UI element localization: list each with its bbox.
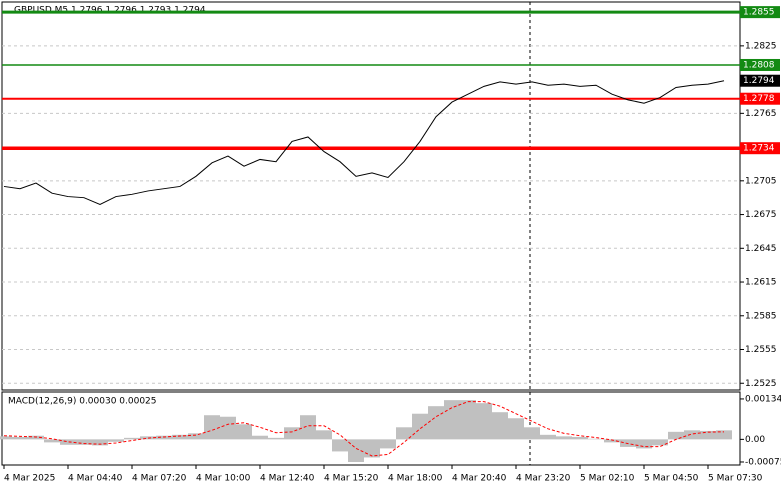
y-tick-label: 1.2765 bbox=[745, 109, 777, 119]
macd-bar bbox=[268, 437, 284, 440]
macd-bar bbox=[60, 439, 76, 445]
macd-bar bbox=[44, 439, 60, 443]
macd-bar bbox=[380, 439, 396, 449]
macd-bar bbox=[684, 430, 700, 440]
macd-bar bbox=[172, 434, 188, 440]
macd-bar bbox=[540, 434, 556, 440]
y-tick-label: 1.2675 bbox=[745, 210, 777, 220]
macd-bar bbox=[460, 400, 476, 440]
macd-bar bbox=[300, 415, 316, 440]
macd-bar bbox=[236, 424, 252, 440]
level-tag bbox=[740, 6, 780, 19]
macd-bar bbox=[108, 439, 124, 442]
macd-bar bbox=[604, 439, 620, 443]
y-tick-label: 1.2645 bbox=[745, 244, 777, 254]
y-tick-label: -0.00075 bbox=[745, 457, 781, 467]
x-tick-label: 4 Mar 20:40 bbox=[452, 474, 507, 484]
macd-bar bbox=[156, 435, 172, 440]
price-line bbox=[3, 80, 725, 205]
macd-bar bbox=[76, 439, 92, 445]
y-tick-label: 0.00134 bbox=[745, 394, 781, 404]
x-tick-label: 5 Mar 04:50 bbox=[644, 474, 699, 484]
macd-bar bbox=[316, 430, 332, 440]
y-tick-label: 1.2615 bbox=[745, 278, 777, 288]
macd-bar bbox=[716, 430, 732, 440]
x-tick-label: 4 Mar 12:40 bbox=[260, 474, 315, 484]
macd-bar bbox=[348, 439, 364, 462]
x-tick-label: 4 Mar 15:20 bbox=[324, 474, 379, 484]
macd-bar bbox=[412, 413, 428, 440]
macd-bar bbox=[636, 439, 652, 449]
x-tick-label: 4 Mar 2025 bbox=[4, 474, 55, 484]
y-tick-label: 1.2825 bbox=[745, 41, 777, 51]
level-label: 1.2808 bbox=[743, 60, 775, 70]
x-tick-label: 4 Mar 23:20 bbox=[516, 474, 571, 484]
last-price-tag bbox=[740, 74, 780, 87]
level-label: 1.2778 bbox=[743, 94, 775, 104]
macd-bar bbox=[364, 439, 380, 458]
x-tick-label: 5 Mar 07:30 bbox=[708, 474, 763, 484]
macd-bar bbox=[124, 437, 140, 440]
y-tick-label: 1.2555 bbox=[745, 345, 777, 355]
macd-bar bbox=[572, 436, 588, 440]
macd-bar bbox=[428, 406, 444, 440]
macd-bar bbox=[556, 436, 572, 440]
macd-bar bbox=[668, 431, 684, 440]
x-tick-label: 4 Mar 07:20 bbox=[132, 474, 187, 484]
x-tick-label: 4 Mar 04:40 bbox=[68, 474, 123, 484]
y-tick-label: 1.2585 bbox=[745, 311, 777, 321]
macd-bar bbox=[92, 439, 108, 446]
macd-bar bbox=[188, 433, 204, 440]
level-tag bbox=[740, 92, 780, 105]
y-tick-label: 1.2705 bbox=[745, 176, 777, 186]
macd-bar bbox=[28, 435, 44, 440]
macd-bar bbox=[140, 436, 156, 440]
macd-bar bbox=[396, 427, 412, 440]
x-tick-label: 4 Mar 18:00 bbox=[388, 474, 443, 484]
level-label: 1.2855 bbox=[743, 8, 775, 18]
macd-bar bbox=[492, 412, 508, 440]
macd-bar bbox=[284, 427, 300, 440]
y-tick-label: 0.00 bbox=[745, 435, 765, 445]
signal-line bbox=[3, 401, 725, 457]
chart-title: GBPUSD,M5 1.2796 1.2796 1.2793 1.2794 bbox=[14, 6, 206, 16]
macd-bar bbox=[652, 439, 668, 446]
macd-bar bbox=[332, 439, 348, 452]
macd-bar bbox=[0, 436, 12, 440]
macd-bar bbox=[508, 418, 524, 440]
macd-bar bbox=[12, 436, 28, 440]
macd-bar bbox=[252, 435, 268, 440]
y-tick-label: 1.2525 bbox=[745, 379, 777, 389]
macd-bar bbox=[444, 400, 460, 440]
macd-bar bbox=[700, 430, 716, 440]
x-tick-label: 5 Mar 02:10 bbox=[580, 474, 635, 484]
macd-title: MACD(12,26,9) 0.00030 0.00025 bbox=[8, 397, 157, 407]
macd-bar bbox=[204, 415, 220, 440]
macd-bar bbox=[220, 416, 236, 440]
level-tag bbox=[740, 58, 780, 71]
macd-bar bbox=[476, 403, 492, 440]
level-tag bbox=[740, 142, 780, 155]
last-price-label: 1.2794 bbox=[743, 76, 775, 86]
macd-bar bbox=[524, 427, 540, 440]
level-label: 1.2734 bbox=[743, 144, 775, 154]
x-tick-label: 4 Mar 10:00 bbox=[196, 474, 251, 484]
macd-bar bbox=[588, 438, 604, 440]
price-frame bbox=[1, 1, 741, 391]
